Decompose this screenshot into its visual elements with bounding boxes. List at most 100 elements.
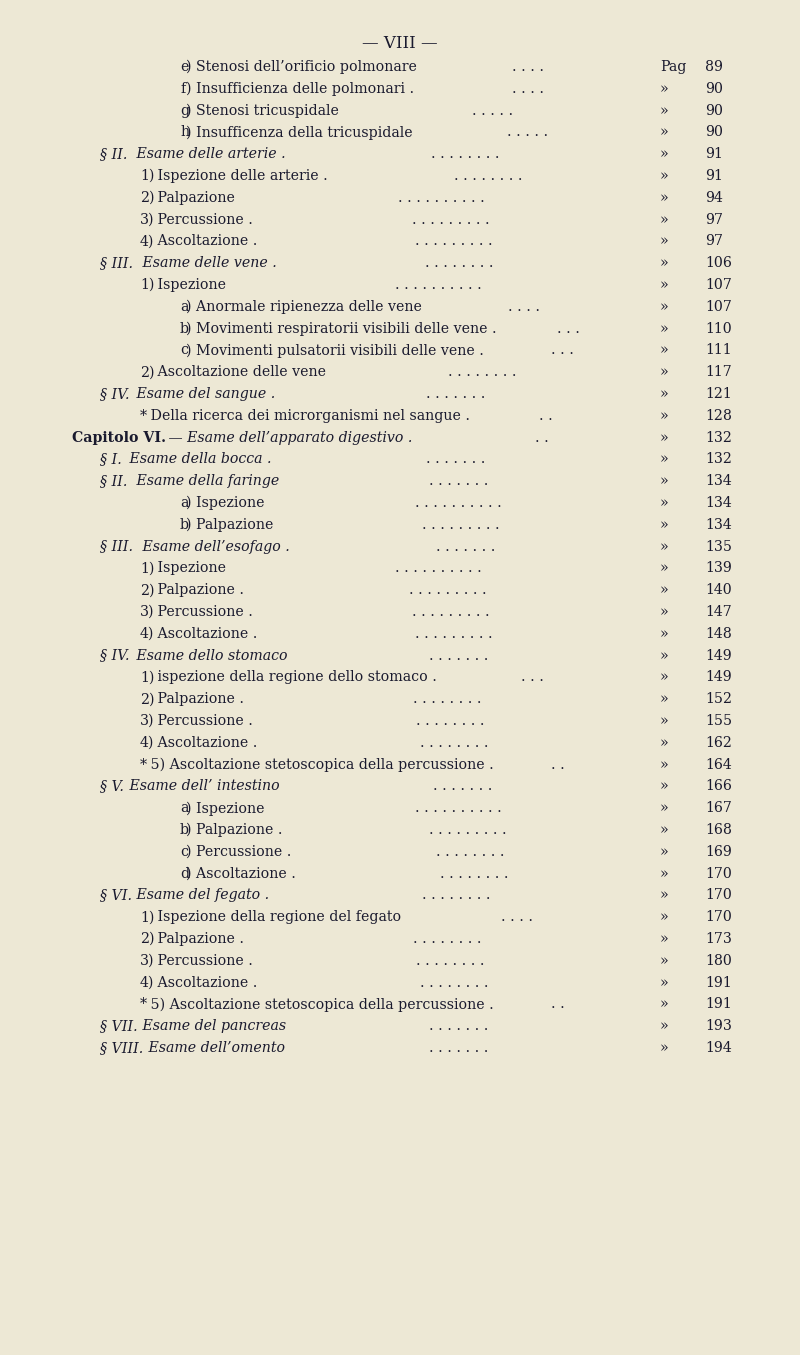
Text: § IV.: § IV.: [100, 649, 130, 663]
Text: . . . . . . . . .: . . . . . . . . .: [422, 518, 500, 531]
Text: 134: 134: [705, 496, 732, 509]
Text: »: »: [660, 757, 669, 771]
Text: ) Insufficienza delle polmonari .: ) Insufficienza delle polmonari .: [186, 81, 414, 96]
Text: »: »: [660, 867, 669, 881]
Text: »: »: [660, 954, 669, 967]
Text: 134: 134: [705, 474, 732, 488]
Text: . . . . . . . . .: . . . . . . . . .: [409, 583, 486, 598]
Text: »: »: [660, 932, 669, 946]
Text: Esame dell’omento: Esame dell’omento: [144, 1041, 286, 1056]
Text: 4): 4): [140, 234, 154, 248]
Text: . . . .: . . . .: [501, 911, 533, 924]
Text: Ascoltazione .: Ascoltazione .: [153, 627, 257, 641]
Text: 107: 107: [705, 278, 732, 291]
Text: »: »: [660, 278, 669, 291]
Text: Esame della bocca .: Esame della bocca .: [126, 453, 272, 466]
Text: 128: 128: [705, 409, 732, 423]
Text: »: »: [660, 169, 669, 183]
Text: ispezione della regione dello stomaco .: ispezione della regione dello stomaco .: [153, 671, 437, 684]
Text: Capitolo VI.: Capitolo VI.: [72, 431, 166, 444]
Text: 117: 117: [705, 366, 732, 379]
Text: . . .: . . .: [551, 343, 574, 358]
Text: a: a: [180, 496, 188, 509]
Text: »: »: [660, 889, 669, 902]
Text: . . . . . . .: . . . . . . .: [433, 779, 492, 794]
Text: — Esame dell’apparato digestivo .: — Esame dell’apparato digestivo .: [164, 431, 412, 444]
Text: . . . . . . . . . .: . . . . . . . . . .: [414, 801, 502, 816]
Text: 90: 90: [705, 126, 723, 140]
Text: . . . . . . . . . .: . . . . . . . . . .: [394, 278, 482, 291]
Text: . . . . . . . .: . . . . . . . .: [413, 932, 482, 946]
Text: . . . . . . .: . . . . . . .: [430, 1019, 489, 1034]
Text: Della ricerca dei microrganismi nel sangue .: Della ricerca dei microrganismi nel sang…: [146, 409, 470, 423]
Text: 170: 170: [705, 889, 732, 902]
Text: . . . . . . . .: . . . . . . . .: [454, 169, 522, 183]
Text: g: g: [180, 103, 189, 118]
Text: 170: 170: [705, 867, 732, 881]
Text: 167: 167: [705, 801, 732, 816]
Text: f: f: [180, 81, 186, 96]
Text: a: a: [180, 299, 188, 314]
Text: »: »: [660, 299, 669, 314]
Text: »: »: [660, 583, 669, 598]
Text: ) Insufficenza della tricuspidale: ) Insufficenza della tricuspidale: [186, 126, 413, 140]
Text: 3): 3): [140, 954, 154, 967]
Text: Esame del sangue .: Esame del sangue .: [132, 388, 275, 401]
Text: . . . . . . .: . . . . . . .: [436, 539, 495, 554]
Text: 121: 121: [705, 388, 732, 401]
Text: 148: 148: [705, 627, 732, 641]
Text: . . . . . . .: . . . . . . .: [426, 388, 486, 401]
Text: »: »: [660, 496, 669, 509]
Text: *: *: [140, 409, 147, 423]
Text: 193: 193: [705, 1019, 732, 1034]
Text: 166: 166: [705, 779, 732, 794]
Text: 149: 149: [705, 649, 732, 663]
Text: ) Ispezione: ) Ispezione: [186, 496, 265, 511]
Text: Ascoltazione .: Ascoltazione .: [153, 736, 257, 749]
Text: Percussione .: Percussione .: [153, 604, 253, 619]
Text: 90: 90: [705, 103, 723, 118]
Text: 1): 1): [140, 278, 154, 291]
Text: »: »: [660, 213, 669, 226]
Text: 90: 90: [705, 81, 723, 96]
Text: d: d: [180, 867, 189, 881]
Text: 155: 155: [705, 714, 732, 728]
Text: 1): 1): [140, 169, 154, 183]
Text: Palpazione .: Palpazione .: [153, 932, 244, 946]
Text: 164: 164: [705, 757, 732, 771]
Text: . . . .: . . . .: [511, 60, 543, 75]
Text: 135: 135: [705, 539, 732, 554]
Text: . . . . . . .: . . . . . . .: [430, 1041, 489, 1056]
Text: . . . . . . . .: . . . . . . . .: [448, 366, 517, 379]
Text: 2): 2): [140, 583, 154, 598]
Text: »: »: [660, 148, 669, 161]
Text: . .: . .: [538, 409, 552, 423]
Text: Esame delle vene .: Esame delle vene .: [138, 256, 277, 270]
Text: b: b: [180, 518, 189, 531]
Text: »: »: [660, 801, 669, 816]
Text: »: »: [660, 126, 669, 140]
Text: ) Stenosi dell’orificio polmonare: ) Stenosi dell’orificio polmonare: [186, 60, 417, 75]
Text: »: »: [660, 81, 669, 96]
Text: Percussione .: Percussione .: [153, 213, 253, 226]
Text: 107: 107: [705, 299, 732, 314]
Text: . . . . . . . . .: . . . . . . . . .: [412, 604, 490, 619]
Text: 91: 91: [705, 148, 723, 161]
Text: — VIII —: — VIII —: [362, 35, 438, 51]
Text: 94: 94: [705, 191, 723, 205]
Text: 147: 147: [705, 604, 732, 619]
Text: »: »: [660, 561, 669, 576]
Text: c: c: [180, 343, 188, 358]
Text: Ispezione: Ispezione: [153, 561, 226, 576]
Text: 2): 2): [140, 692, 154, 706]
Text: »: »: [660, 388, 669, 401]
Text: Palpazione .: Palpazione .: [153, 583, 244, 598]
Text: ) Percussione .: ) Percussione .: [186, 844, 292, 859]
Text: ) Palpazione: ) Palpazione: [186, 518, 274, 533]
Text: Ascoltazione .: Ascoltazione .: [153, 976, 257, 989]
Text: 97: 97: [705, 213, 723, 226]
Text: 111: 111: [705, 343, 732, 358]
Text: »: »: [660, 474, 669, 488]
Text: »: »: [660, 779, 669, 794]
Text: e: e: [180, 60, 188, 75]
